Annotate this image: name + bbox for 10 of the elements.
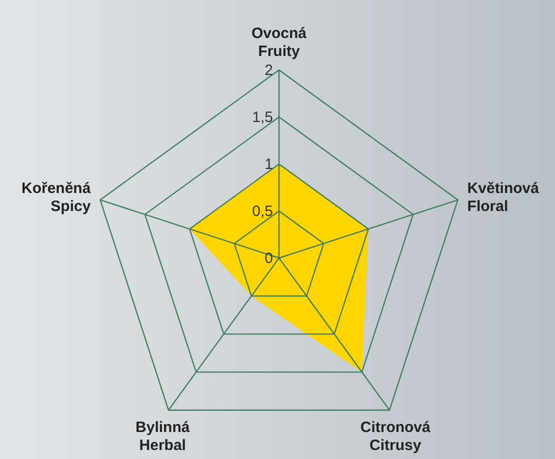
spoke-label: Ovocná Fruity (251, 25, 308, 60)
spoke-label: Bylinná Herbal (136, 419, 190, 454)
spoke-label: Kořeněná Spicy (22, 180, 92, 215)
spoke-label: Citronová Citrusy (360, 419, 432, 454)
y-tick-label: 0,5 (252, 203, 273, 220)
y-tick-label: 1 (264, 156, 273, 173)
y-tick-label: 0 (264, 250, 273, 267)
y-tick-label: 2 (264, 62, 273, 79)
y-tick-label: 1,5 (252, 109, 273, 126)
spoke-label: Květinová Floral (467, 180, 540, 215)
